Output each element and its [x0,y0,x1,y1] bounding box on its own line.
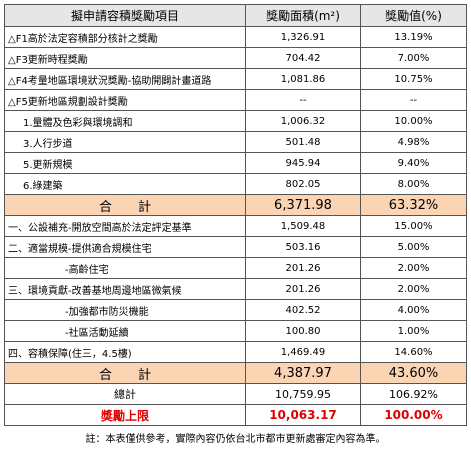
item-cell: 合 計 [4,194,246,216]
item-cell: -社區活動延續 [4,320,246,342]
value-cell: 1,509.48 [245,215,361,237]
value-cell: 2.00% [360,257,467,279]
value-cell: 1,326.91 [245,26,361,48]
item-cell: -高齡住宅 [4,257,246,279]
table-row: 5.更新規模 945.94 9.40% [4,152,467,174]
value-cell: 1,469.49 [245,341,361,363]
item-cell: 3.人行步道 [4,131,246,153]
value-cell: 802.05 [245,173,361,195]
table-row: 1.量體及色彩與環境調和 1,006.32 10.00% [4,110,467,132]
table-body: △F1高於法定容積部分核計之獎勵 1,326.91 13.19% △F3更新時程獎勵 7… [4,26,467,426]
value-cell: 15.00% [360,215,467,237]
value-cell: 9.40% [360,152,467,174]
value-cell: 7.00% [360,47,467,69]
value-cell: 10.75% [360,68,467,90]
item-cell: △F5更新地區規劃設計獎勵 [4,89,246,111]
table-row: 三、環境貢獻-改善基地周邊地區微氣候 201.26 2.00% [4,278,467,300]
value-cell: 10,759.95 [245,383,361,405]
value-cell: 5.00% [360,236,467,258]
table-row: △F3更新時程獎勵 704.42 7.00% [4,47,467,69]
table-row: 獎勵上限 10,063.17 100.00% [4,404,467,426]
table-row: 6.綠建築 802.05 8.00% [4,173,467,195]
value-cell: 10,063.17 [245,404,361,426]
bonus-table: 擬申請容積獎勵項目 獎勵面積(m²) 獎勵值(%) △F1高於法定容積部分核計之… [4,4,467,426]
value-cell: 201.26 [245,278,361,300]
value-cell: 100.00% [360,404,467,426]
value-cell: 945.94 [245,152,361,174]
table-row: 四、容積保障(住三，4.5樓) 1,469.49 14.60% [4,341,467,363]
value-cell: 8.00% [360,173,467,195]
item-cell: 合 計 [4,362,246,384]
table-row: 合 計 4,387.97 43.60% [4,362,467,384]
value-cell: 1,081.86 [245,68,361,90]
item-cell: △F4考量地區環境狀況獎勵-協助開闢計畫道路 [4,68,246,90]
value-cell: 4,387.97 [245,362,361,384]
value-cell: 43.60% [360,362,467,384]
value-cell: 402.52 [245,299,361,321]
header-cell: 獎勵面積(m²) [245,4,361,27]
table-row: 3.人行步道 501.48 4.98% [4,131,467,153]
value-cell: 63.32% [360,194,467,216]
header-row: 擬申請容積獎勵項目 獎勵面積(m²) 獎勵值(%) [4,4,467,27]
table-row: 一、公設補充-開放空間高於法定評定基準 1,509.48 15.00% [4,215,467,237]
table-row: 總計 10,759.95 106.92% [4,383,467,405]
value-cell: 10.00% [360,110,467,132]
table-row: △F1高於法定容積部分核計之獎勵 1,326.91 13.19% [4,26,467,48]
value-cell: 100.80 [245,320,361,342]
item-cell: △F3更新時程獎勵 [4,47,246,69]
value-cell: -- [245,89,361,111]
item-cell: 獎勵上限 [4,404,246,426]
item-cell: 一、公設補充-開放空間高於法定評定基準 [4,215,246,237]
value-cell: 4.98% [360,131,467,153]
value-cell: 503.16 [245,236,361,258]
value-cell: 106.92% [360,383,467,405]
header-cell: 獎勵值(%) [360,4,467,27]
value-cell: 6,371.98 [245,194,361,216]
table-row: △F4考量地區環境狀況獎勵-協助開闢計畫道路 1,081.86 10.75% [4,68,467,90]
item-cell: 三、環境貢獻-改善基地周邊地區微氣候 [4,278,246,300]
value-cell: 1,006.32 [245,110,361,132]
table-row: 二、適當規模-提供適合規模住宅 503.16 5.00% [4,236,467,258]
item-cell: 1.量體及色彩與環境調和 [4,110,246,132]
footnote: 註：本表僅供參考，實際內容仍依台北市都市更新處審定內容為準。 [85,434,386,445]
value-cell: 14.60% [360,341,467,363]
item-cell: 5.更新規模 [4,152,246,174]
item-cell: -加強都市防災機能 [4,299,246,321]
table-row: -社區活動延續 100.80 1.00% [4,320,467,342]
value-cell: 501.48 [245,131,361,153]
value-cell: 2.00% [360,278,467,300]
item-cell: 二、適當規模-提供適合規模住宅 [4,236,246,258]
table-row: -加強都市防災機能 402.52 4.00% [4,299,467,321]
item-cell: 6.綠建築 [4,173,246,195]
value-cell: 4.00% [360,299,467,321]
header-cell: 擬申請容積獎勵項目 [4,4,246,27]
item-cell: 四、容積保障(住三，4.5樓) [4,341,246,363]
value-cell: -- [360,89,467,111]
value-cell: 1.00% [360,320,467,342]
value-cell: 13.19% [360,26,467,48]
table-row: △F5更新地區規劃設計獎勵 -- -- [4,89,467,111]
item-cell: 總計 [4,383,246,405]
table-row: 合 計 6,371.98 63.32% [4,194,467,216]
item-cell: △F1高於法定容積部分核計之獎勵 [4,26,246,48]
value-cell: 201.26 [245,257,361,279]
value-cell: 704.42 [245,47,361,69]
table-row: -高齡住宅 201.26 2.00% [4,257,467,279]
